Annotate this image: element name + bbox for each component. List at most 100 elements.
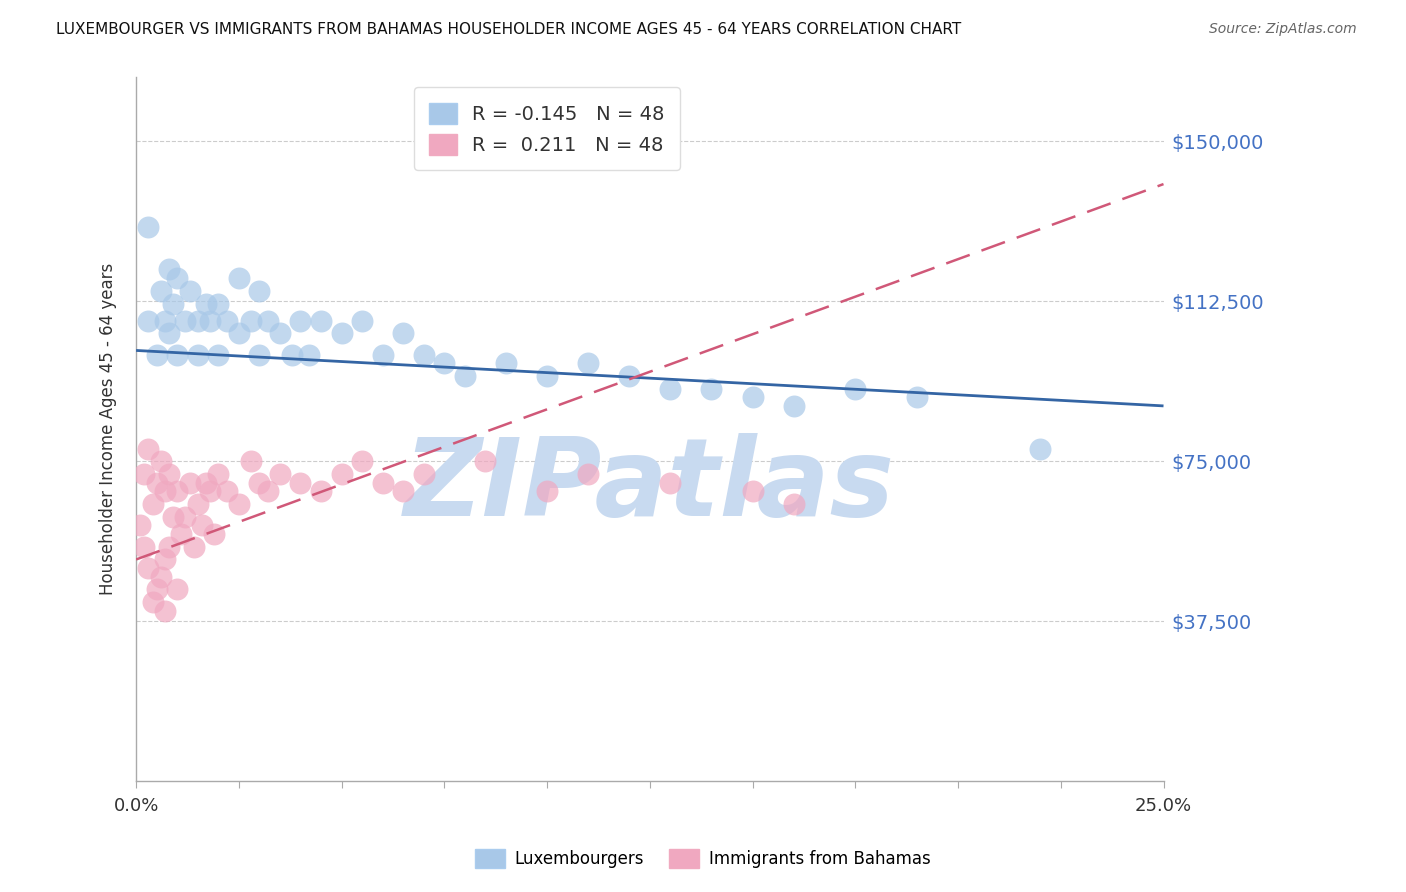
Point [179,475,201,490]
Point [352,313,374,327]
Point [198,484,221,499]
Point [412,348,434,362]
Point [207,348,229,362]
Point [149,454,172,468]
Point [215,484,238,499]
Point [145,348,167,362]
Point [134,540,156,554]
Point [166,348,188,362]
Point [215,313,238,327]
Point [187,348,209,362]
Point [162,509,184,524]
Point [309,484,332,499]
Point [352,454,374,468]
Point [392,484,415,499]
Point [782,497,804,511]
Point [134,467,156,482]
Y-axis label: Householder Income Ages 45 - 64 years: Householder Income Ages 45 - 64 years [100,263,117,596]
Point [191,518,214,533]
Point [576,467,599,482]
Point [183,540,205,554]
Text: ZIPatlas: ZIPatlas [405,433,896,539]
Point [1029,442,1052,456]
Point [207,467,229,482]
Point [741,390,763,404]
Point [228,497,250,511]
Point [157,326,180,341]
Point [700,382,723,396]
Point [269,326,291,341]
Point [240,454,263,468]
Legend: Luxembourgers, Immigrants from Bahamas: Luxembourgers, Immigrants from Bahamas [468,843,938,875]
Point [433,356,456,370]
Point [162,296,184,310]
Point [174,313,197,327]
Point [256,313,278,327]
Point [194,475,217,490]
Text: Source: ZipAtlas.com: Source: ZipAtlas.com [1209,22,1357,37]
Point [202,527,225,541]
Point [157,467,180,482]
Point [309,313,332,327]
Point [194,296,217,310]
Point [536,369,558,384]
Point [157,262,180,277]
Legend: R = -0.145   N = 48, R =  0.211   N = 48: R = -0.145 N = 48, R = 0.211 N = 48 [413,87,681,170]
Point [576,356,599,370]
Point [844,382,866,396]
Point [619,369,641,384]
Point [170,527,193,541]
Point [371,348,394,362]
Point [187,497,209,511]
Point [330,467,353,482]
Point [247,348,270,362]
Point [905,390,928,404]
Point [166,582,188,597]
Text: LUXEMBOURGER VS IMMIGRANTS FROM BAHAMAS HOUSEHOLDER INCOME AGES 45 - 64 YEARS CO: LUXEMBOURGER VS IMMIGRANTS FROM BAHAMAS … [56,22,962,37]
Point [741,484,763,499]
Point [141,497,163,511]
Point [138,561,160,575]
Point [153,552,176,566]
Point [290,475,312,490]
Point [145,475,167,490]
Point [247,284,270,298]
Point [281,348,304,362]
Point [166,271,188,285]
Point [153,313,176,327]
Point [153,604,176,618]
Point [149,284,172,298]
Point [138,442,160,456]
Point [228,326,250,341]
Point [659,475,682,490]
Point [536,484,558,499]
Point [659,382,682,396]
Point [138,313,160,327]
Point [412,467,434,482]
Point [240,313,263,327]
Point [454,369,477,384]
Point [187,313,209,327]
Point [256,484,278,499]
Point [290,313,312,327]
Point [371,475,394,490]
Point [298,348,321,362]
Point [495,356,517,370]
Point [228,271,250,285]
Point [129,518,152,533]
Point [198,313,221,327]
Point [247,475,270,490]
Point [157,540,180,554]
Point [174,509,197,524]
Point [330,326,353,341]
Point [141,595,163,609]
Point [149,569,172,583]
Point [782,399,804,413]
Point [392,326,415,341]
Point [207,296,229,310]
Point [153,484,176,499]
Point [145,582,167,597]
Point [179,284,201,298]
Point [269,467,291,482]
Point [166,484,188,499]
